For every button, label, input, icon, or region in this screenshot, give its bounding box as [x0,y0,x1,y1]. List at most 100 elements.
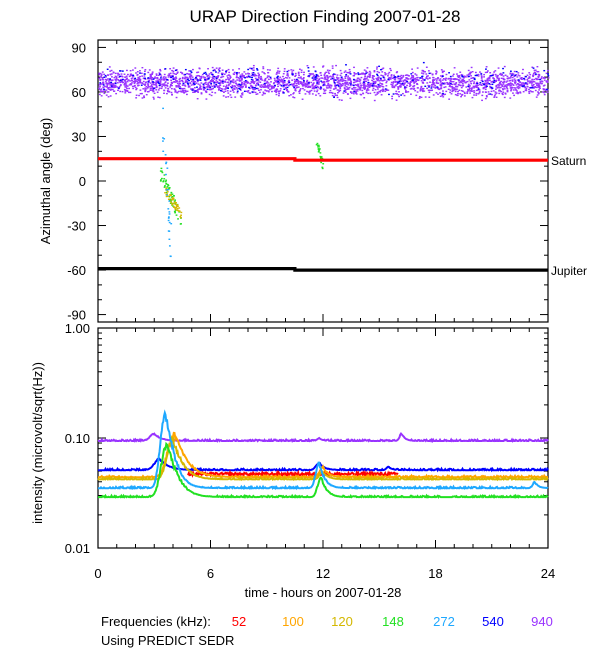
scatter-point-940khz [236,92,239,94]
scatter-point-940khz [205,98,208,100]
scatter-point-940khz [373,75,376,77]
scatter-point-940khz [400,80,402,82]
y-tick-label: -90 [67,308,86,323]
scatter-point-940khz [337,82,340,84]
scatter-point-940khz [328,84,331,86]
scatter-point-940khz [336,77,339,80]
scatter-point-940khz [404,91,407,93]
scatter-point-940khz [244,81,247,83]
scatter-point-940khz [149,74,152,77]
scatter-point-940khz [312,79,315,82]
y-tick-label: 1.00 [65,321,90,336]
scatter-point-940khz [160,78,163,81]
scatter-point-940khz [366,88,369,91]
scatter-point-940khz [124,89,127,92]
scatter-point-540khz [114,82,117,85]
scatter-point-940khz [474,71,477,74]
scatter-point-940khz [189,88,192,90]
scatter-point-940khz [246,76,249,79]
scatter-point-940khz [490,81,493,83]
scatter-point-940khz [350,80,352,83]
scatter-point-940khz [259,85,262,87]
scatter-point-940khz [382,89,385,92]
scatter-point-940khz [382,79,385,82]
scatter-point-540khz [225,70,227,73]
scatter-point-940khz [322,88,325,90]
scatter-point-940khz [185,79,188,81]
scatter-point-940khz [105,79,108,81]
scatter-point-940khz [247,91,249,93]
scatter-point-940khz [124,80,126,82]
scatter-point-940khz [372,87,375,90]
scatter-point-940khz [380,74,383,77]
scatter-point-940khz [143,70,146,73]
scatter-point-540khz [302,80,305,82]
scatter-point-940khz [167,74,170,77]
scatter-point-940khz [351,84,354,86]
scatter-point-940khz [175,79,177,82]
scatter-point-940khz [538,89,541,91]
scatter-point-940khz [133,82,136,85]
scatter-point-940khz [308,75,311,78]
scatter-point-540khz [143,73,146,75]
scatter-point-940khz [200,92,203,94]
scatter-point-940khz [434,84,437,87]
scatter-point-940khz [372,80,375,83]
scatter-point-940khz [503,65,506,68]
scatter-point-940khz [534,89,537,92]
scatter-point-940khz [439,75,442,77]
scatter-point-940khz [231,88,234,91]
scatter-point-940khz [203,82,206,85]
scatter-point-940khz [228,71,231,74]
scatter-point-940khz [373,99,376,102]
scatter-point-940khz [495,86,498,88]
scatter-point-940khz [453,67,456,69]
scatter-point-940khz [492,73,495,76]
scatter-point-940khz [359,73,362,75]
scatter-point-940khz [499,90,502,92]
scatter-point-940khz [138,94,140,97]
scatter-point-940khz [485,66,488,68]
scatter-point-540khz [314,78,317,80]
scatter-point-940khz [513,78,516,80]
scatter-point-940khz [188,76,191,78]
scatter-point-940khz [292,85,295,87]
scatter-point-940khz [369,92,372,95]
intensity-panel-marks [97,409,549,500]
scatter-point-940khz [240,96,243,98]
scatter-point-940khz [432,94,435,96]
scatter-point-940khz [457,75,459,77]
scatter-point-940khz [365,85,367,87]
scatter-point-940khz [397,86,399,88]
scatter-point-940khz [107,96,110,98]
scatter-point-540khz [102,84,105,86]
scatter-point-940khz [517,74,520,76]
scatter-point-120khz [179,216,182,218]
scatter-point-940khz [487,79,490,81]
scatter-point-940khz [470,71,472,74]
scatter-point-940khz [263,83,266,85]
scatter-point-940khz [209,80,212,82]
scatter-point-940khz [513,70,516,73]
scatter-point-940khz [102,86,105,88]
scatter-point-940khz [200,82,203,84]
scatter-point-940khz [376,93,379,95]
scatter-point-540khz [213,86,216,88]
scatter-point-940khz [257,83,260,85]
scatter-point-940khz [210,94,213,97]
scatter-point-940khz [133,85,136,87]
scatter-point-940khz [450,93,453,95]
scatter-point-940khz [362,83,365,85]
scatter-point-940khz [454,90,457,93]
scatter-point-940khz [187,84,190,87]
scatter-point-940khz [533,69,536,71]
scatter-point-940khz [142,88,145,90]
scatter-point-940khz [125,78,128,80]
scatter-point-540khz [535,73,537,75]
scatter-point-940khz [326,80,329,83]
scatter-point-940khz [139,89,142,91]
scatter-point-540khz [357,72,360,74]
scatter-point-120khz [180,217,182,219]
scatter-point-940khz [481,99,483,102]
